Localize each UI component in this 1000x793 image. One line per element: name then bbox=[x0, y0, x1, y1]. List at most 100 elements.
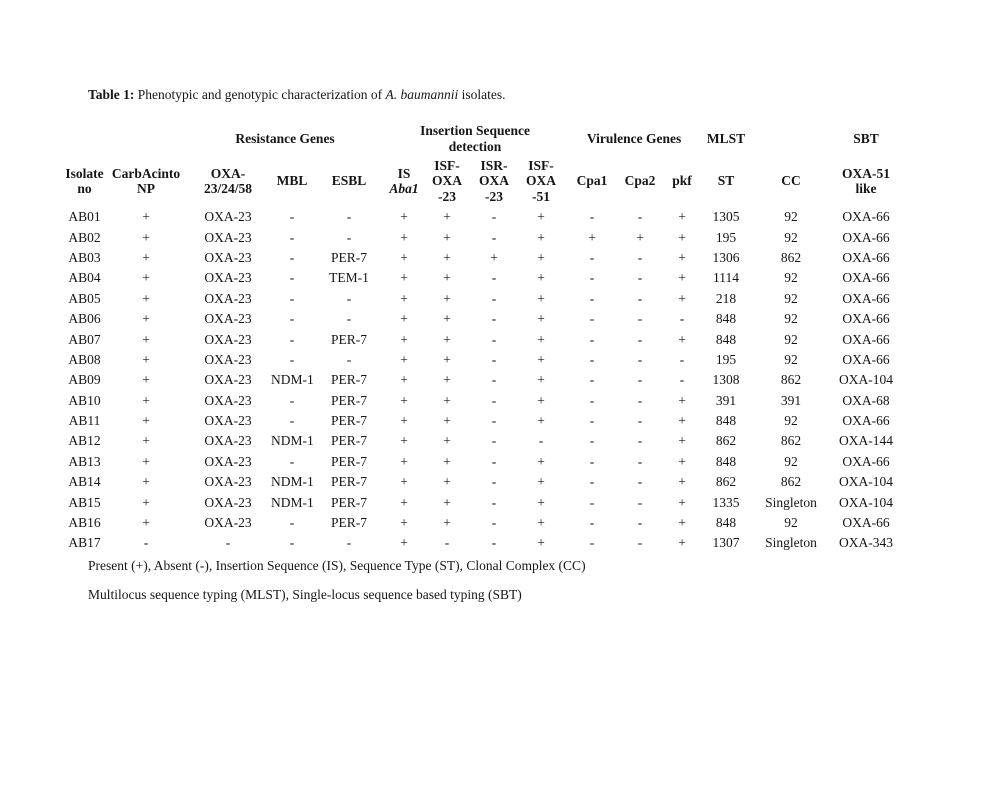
cell: + bbox=[400, 351, 408, 367]
cell: OXA-23 bbox=[204, 453, 252, 469]
table-row: AB07 + OXA-23 - PER-7 + + - + - - +848 92 OXA-66 bbox=[62, 329, 899, 349]
cell: 862 bbox=[780, 372, 802, 388]
cell: + bbox=[142, 413, 150, 429]
cell: + bbox=[443, 372, 451, 388]
cell: OXA-66 bbox=[842, 209, 890, 225]
cell: - bbox=[637, 392, 643, 408]
column-header-pkf: pkf bbox=[672, 173, 692, 189]
cell: - bbox=[637, 474, 643, 490]
cell: - bbox=[637, 535, 643, 551]
cell: + bbox=[537, 331, 545, 347]
column-header-isf-oxa-51: ISF- OXA -51 bbox=[526, 157, 557, 204]
cell: - bbox=[143, 535, 149, 551]
cell: + bbox=[142, 474, 150, 490]
document-page: Table 1: Phenotypic and genotypic charac… bbox=[0, 86, 1000, 793]
cell: + bbox=[537, 351, 545, 367]
cell: + bbox=[142, 229, 150, 245]
cell: OXA-66 bbox=[842, 290, 890, 306]
cell: OXA-23 bbox=[204, 270, 252, 286]
cell: 391 bbox=[715, 392, 737, 408]
aba1-label: Aba1 bbox=[389, 181, 419, 196]
cell: - bbox=[637, 270, 643, 286]
cell: - bbox=[637, 372, 643, 388]
cell: 92 bbox=[784, 331, 798, 347]
isolates-table: Resistance Genes Insertion Sequence dete… bbox=[62, 122, 899, 554]
cell: - bbox=[289, 290, 295, 306]
cell: - bbox=[491, 229, 497, 245]
cell: - bbox=[589, 270, 595, 286]
cell: - bbox=[679, 311, 685, 327]
cell: 195 bbox=[715, 351, 737, 367]
cell: NDM-1 bbox=[271, 433, 314, 449]
cell: - bbox=[289, 331, 295, 347]
cell: 92 bbox=[784, 453, 798, 469]
caption-species-name: A. baumannii bbox=[385, 87, 459, 102]
cell: - bbox=[289, 351, 295, 367]
cell: + bbox=[537, 515, 545, 531]
cell: + bbox=[400, 453, 408, 469]
cell: OXA-23 bbox=[204, 474, 252, 490]
cell: + bbox=[443, 249, 451, 265]
cell: + bbox=[142, 249, 150, 265]
cell: + bbox=[678, 474, 686, 490]
table-row: AB10 + OXA-23 - PER-7 + + - + - - +391 391 OXA-68 bbox=[62, 391, 899, 411]
cell: 1307 bbox=[712, 535, 740, 551]
cell: - bbox=[289, 535, 295, 551]
cell: - bbox=[589, 290, 595, 306]
cell: + bbox=[443, 351, 451, 367]
cell: + bbox=[400, 270, 408, 286]
cell: + bbox=[400, 249, 408, 265]
cell: - bbox=[491, 372, 497, 388]
cell: + bbox=[678, 413, 686, 429]
cell: - bbox=[289, 392, 295, 408]
cell: - bbox=[637, 494, 643, 510]
cell: - bbox=[637, 413, 643, 429]
cell: NDM-1 bbox=[271, 494, 314, 510]
cell: 848 bbox=[715, 453, 737, 469]
cell: + bbox=[400, 474, 408, 490]
cell: PER-7 bbox=[331, 494, 368, 510]
column-header-row: Isolate no CarbAcinto NP OXA- 23/24/58 M… bbox=[62, 155, 899, 207]
cell: + bbox=[678, 331, 686, 347]
cell: OXA-66 bbox=[842, 351, 890, 367]
cell: + bbox=[537, 249, 545, 265]
cell: OXA-104 bbox=[839, 494, 894, 510]
group-header-mlst: MLST bbox=[706, 130, 746, 146]
table-row: AB09 + OXA-23 NDM-1 PER-7 + + - + - - - 1308 862 OXA-1… bbox=[62, 370, 899, 390]
cell: - bbox=[289, 249, 295, 265]
cell: OXA-23 bbox=[204, 494, 252, 510]
footnote-abbreviations-2: Multilocus sequence typing (MLST), Singl… bbox=[88, 586, 522, 602]
cell: - bbox=[289, 311, 295, 327]
cell: 1308 bbox=[712, 372, 740, 388]
cell: + bbox=[636, 229, 644, 245]
cell: + bbox=[400, 413, 408, 429]
cell: + bbox=[537, 453, 545, 469]
cell: - bbox=[346, 229, 352, 245]
cell: + bbox=[678, 392, 686, 408]
cell: 862 bbox=[715, 433, 737, 449]
cell: 92 bbox=[784, 290, 798, 306]
cell: + bbox=[490, 249, 498, 265]
cell: + bbox=[142, 290, 150, 306]
cell: AB12 bbox=[68, 433, 101, 449]
cell: + bbox=[400, 331, 408, 347]
cell: + bbox=[443, 515, 451, 531]
column-header-oxa-51-like: OXA-51 like bbox=[842, 165, 891, 197]
cell: AB06 bbox=[68, 311, 101, 327]
cell: 92 bbox=[784, 209, 798, 225]
cell: + bbox=[443, 229, 451, 245]
cell: + bbox=[400, 535, 408, 551]
column-header-oxa-23-24-58: OXA- 23/24/58 bbox=[203, 165, 252, 197]
cell: OXA-66 bbox=[842, 311, 890, 327]
cell: + bbox=[443, 290, 451, 306]
cell: OXA-23 bbox=[204, 413, 252, 429]
cell: PER-7 bbox=[331, 433, 368, 449]
cell: + bbox=[142, 515, 150, 531]
cell: + bbox=[443, 270, 451, 286]
cell: - bbox=[289, 209, 295, 225]
cell: AB04 bbox=[68, 270, 101, 286]
cell: + bbox=[142, 494, 150, 510]
cell: + bbox=[142, 270, 150, 286]
cell: - bbox=[491, 209, 497, 225]
cell: - bbox=[346, 535, 352, 551]
